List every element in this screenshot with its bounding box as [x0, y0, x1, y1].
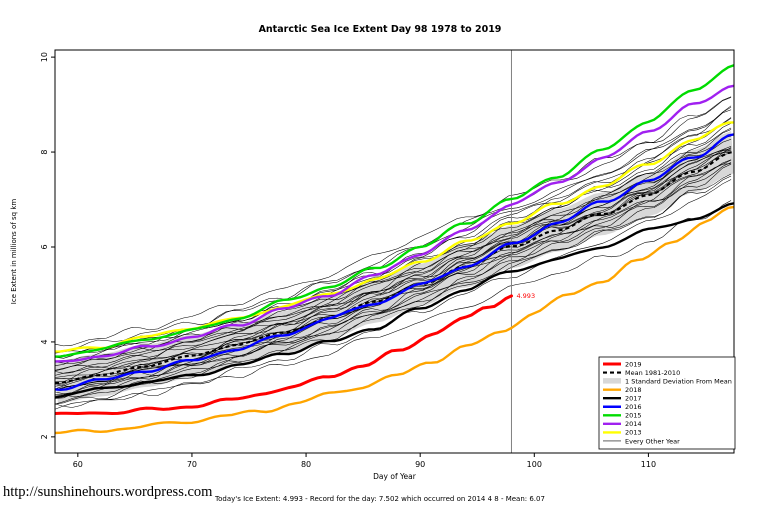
x-axis-label: Day of Year [373, 472, 417, 481]
chart-title: Antarctic Sea Ice Extent Day 98 1978 to … [258, 24, 502, 35]
legend-label: Mean 1981-2010 [625, 369, 680, 377]
series-2018-line [55, 205, 734, 435]
y-tick-label: 2 [40, 434, 49, 439]
footer-caption: Today's Ice Extent: 4.993 - Record for t… [215, 495, 545, 503]
legend-label: 2019 [625, 360, 642, 368]
other-year-line [55, 159, 732, 396]
series-2013-line [55, 121, 734, 353]
series-2016-line [55, 133, 734, 392]
other-year-line [55, 200, 732, 408]
y-tick-label: 10 [40, 52, 49, 62]
y-tick-label: 4 [40, 339, 49, 344]
legend-label: 2014 [625, 420, 642, 428]
other-year-line [55, 149, 732, 387]
x-tick-label: 100 [527, 460, 542, 469]
other-year-line [55, 118, 732, 362]
legend-label: 2016 [625, 403, 642, 411]
x-tick-label: 60 [73, 460, 83, 469]
other-year-line [55, 106, 732, 354]
legend-label: 2018 [625, 386, 642, 394]
plot-lines [55, 50, 734, 453]
legend-label: 1 Standard Deviation From Mean [625, 377, 732, 385]
legend-label: 2017 [625, 395, 642, 403]
legend-label: Every Other Year [625, 437, 680, 445]
today-value-annotation: 4.993 [516, 292, 535, 300]
sea-ice-extent-chart: 4.993 60 70 80 90 100 110 2 4 6 8 10 Ice Extent in m… [10, 49, 736, 481]
other-year-line [55, 175, 732, 388]
series-2019-line [55, 294, 513, 416]
x-tick-label: 70 [187, 460, 197, 469]
std-deviation-band [55, 131, 734, 404]
y-tick-label: 6 [40, 244, 49, 249]
other-year-line [55, 151, 732, 372]
series-2014-line [55, 84, 734, 363]
legend-swatch [603, 378, 621, 384]
other-year-line [55, 105, 732, 371]
legend-label: 2015 [625, 412, 642, 420]
legend-label: 2013 [625, 429, 642, 437]
x-tick-label: 90 [415, 460, 425, 469]
series-2015-line [55, 64, 734, 358]
other-year-line [55, 139, 732, 364]
other-year-line [55, 97, 732, 358]
other-year-line [55, 173, 732, 397]
x-tick-label: 110 [641, 460, 656, 469]
other-year-line [55, 163, 732, 395]
y-tick-label: 8 [40, 150, 49, 155]
series-2017-line [55, 202, 734, 399]
x-tick-label: 80 [301, 460, 311, 469]
other-year-line [55, 96, 732, 347]
legend-box [598, 356, 736, 450]
site-url-link[interactable]: http://sunshinehours.wordpress.com [3, 484, 213, 500]
plot-box [54, 49, 735, 454]
other-year-line [55, 129, 732, 359]
y-axis-label: Ice Extent in millions of sq km [10, 199, 18, 305]
